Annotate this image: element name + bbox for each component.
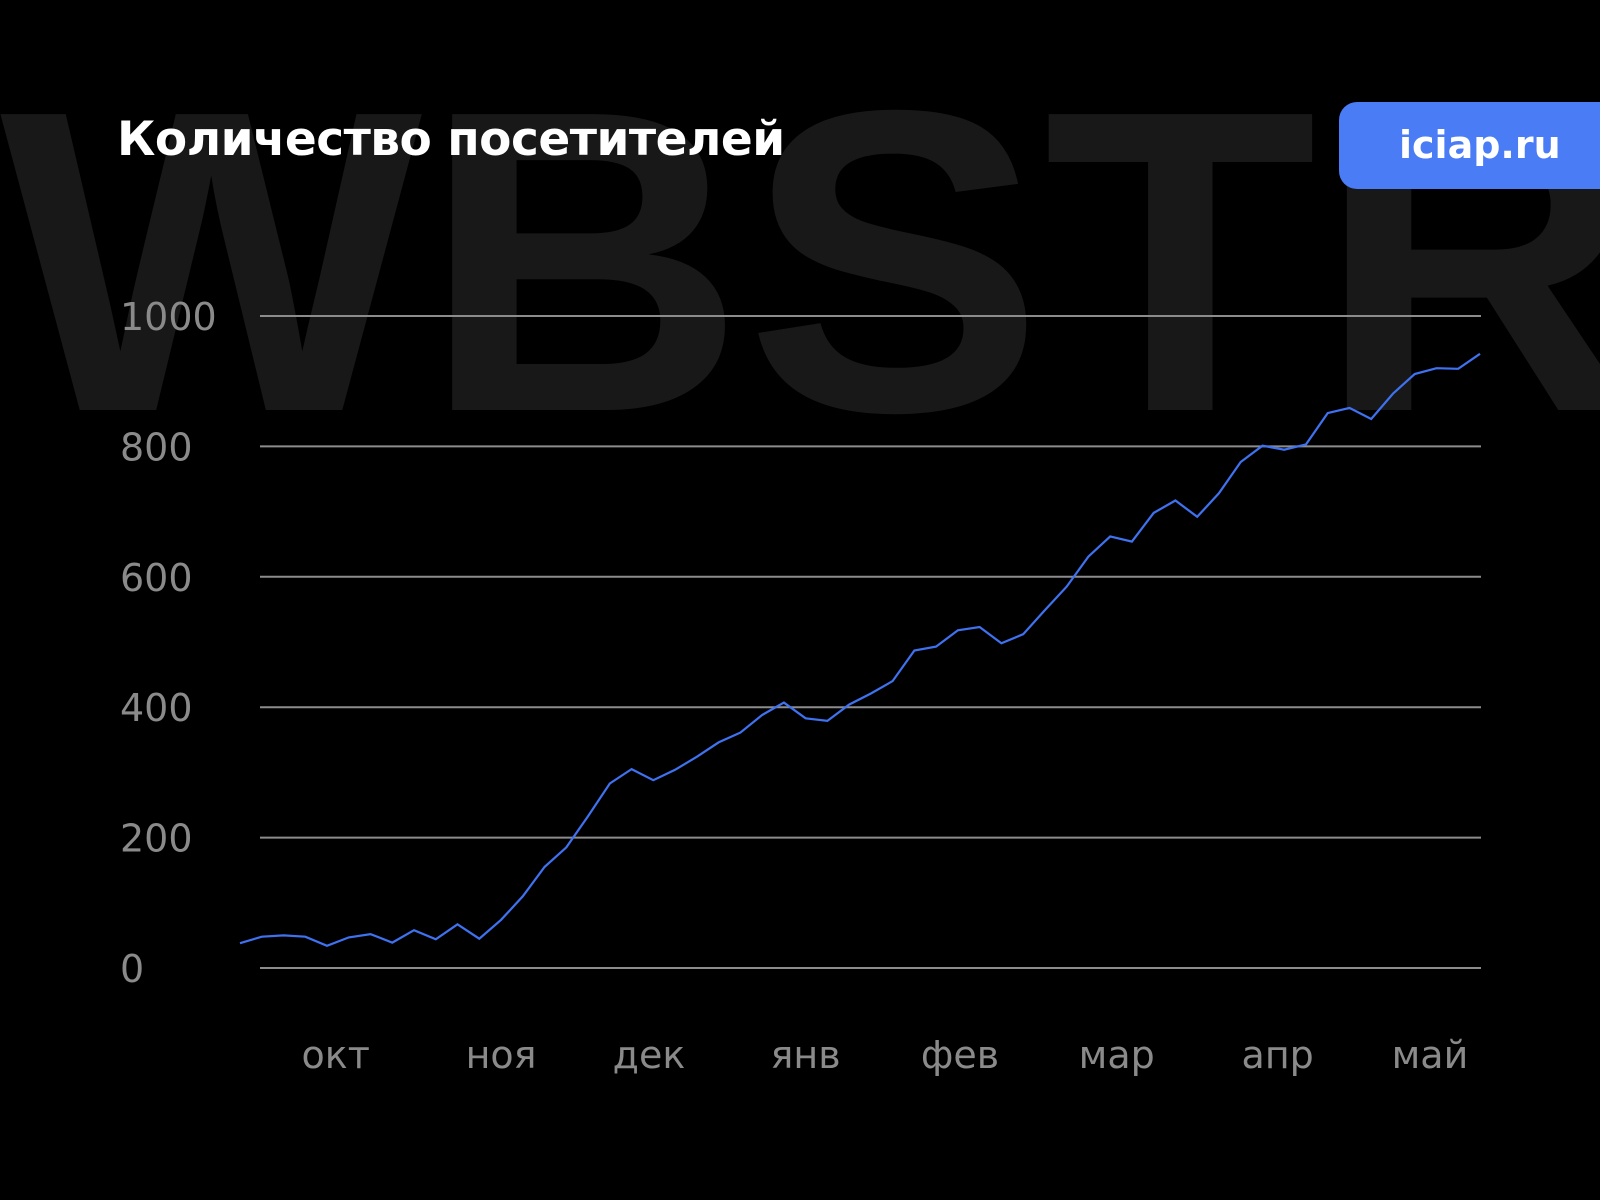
site-badge[interactable]: iciap.ru xyxy=(1339,102,1600,189)
y-tick-label: 600 xyxy=(120,556,193,600)
y-tick-label: 0 xyxy=(120,947,144,991)
y-tick-label: 800 xyxy=(120,425,193,469)
series-line xyxy=(239,352,1481,947)
chart-title: Количество посетителей xyxy=(117,112,785,167)
x-tick-label: янв xyxy=(771,1033,841,1077)
x-tick-label: май xyxy=(1392,1033,1469,1077)
x-tick-label: фев xyxy=(921,1033,999,1077)
area-fill xyxy=(240,353,1480,968)
y-tick-label: 400 xyxy=(120,686,193,730)
x-tick-label: апр xyxy=(1242,1033,1314,1077)
x-tick-label: окт xyxy=(302,1033,370,1077)
y-tick-label: 200 xyxy=(120,817,193,861)
x-tick-label: мар xyxy=(1079,1033,1155,1077)
x-tick-label: дек xyxy=(613,1033,686,1077)
y-tick-label: 1000 xyxy=(120,295,217,339)
x-tick-label: ноя xyxy=(466,1033,537,1077)
